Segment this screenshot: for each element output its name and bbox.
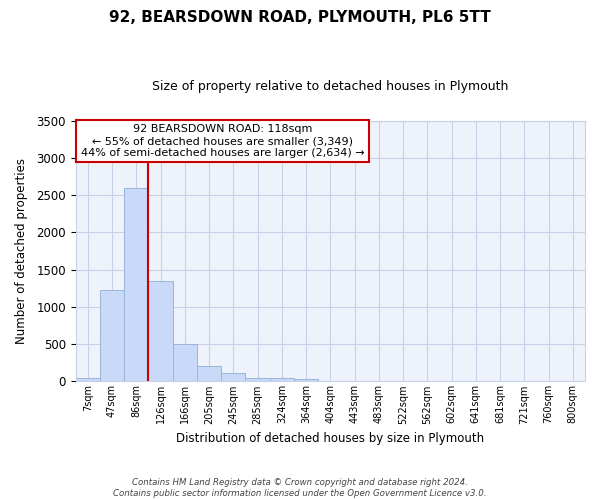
Bar bbox=[100, 290, 124, 382]
Bar bbox=[245, 378, 270, 382]
Bar bbox=[270, 378, 294, 382]
Bar bbox=[221, 373, 245, 382]
Y-axis label: Number of detached properties: Number of detached properties bbox=[15, 158, 28, 344]
Text: 92, BEARSDOWN ROAD, PLYMOUTH, PL6 5TT: 92, BEARSDOWN ROAD, PLYMOUTH, PL6 5TT bbox=[109, 10, 491, 25]
Bar bbox=[294, 379, 318, 382]
Text: 92 BEARSDOWN ROAD: 118sqm
← 55% of detached houses are smaller (3,349)
44% of se: 92 BEARSDOWN ROAD: 118sqm ← 55% of detac… bbox=[81, 124, 364, 158]
X-axis label: Distribution of detached houses by size in Plymouth: Distribution of detached houses by size … bbox=[176, 432, 484, 445]
Bar bbox=[76, 378, 100, 382]
Bar bbox=[148, 281, 173, 382]
Text: Contains HM Land Registry data © Crown copyright and database right 2024.
Contai: Contains HM Land Registry data © Crown c… bbox=[113, 478, 487, 498]
Bar bbox=[173, 344, 197, 382]
Bar bbox=[124, 188, 148, 382]
Title: Size of property relative to detached houses in Plymouth: Size of property relative to detached ho… bbox=[152, 80, 509, 93]
Bar bbox=[197, 366, 221, 382]
